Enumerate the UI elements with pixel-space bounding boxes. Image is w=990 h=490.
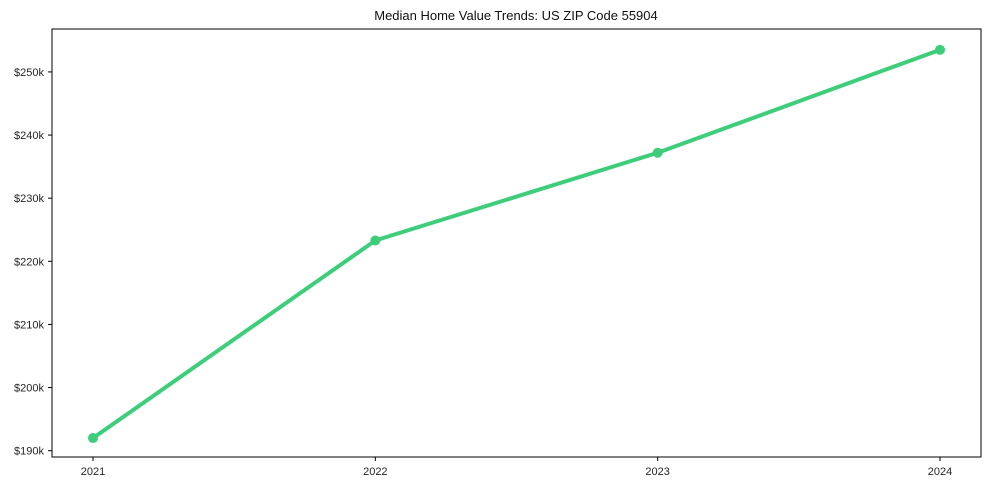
y-tick-label: $250k [14,67,44,79]
data-point-marker [88,433,98,444]
y-tick-label: $230k [14,193,44,205]
y-tick-label: $190k [14,446,44,458]
x-tick-label: 2024 [928,466,952,478]
trend-line [91,47,942,441]
y-tick-label: $240k [14,130,44,142]
plot-area: $190k $200k $210k $220k $230k $240k $250k 2021 2… [14,28,982,478]
data-point-marker [370,235,381,246]
x-tick-label: 2023 [645,466,669,478]
plot-border [51,28,982,458]
data-point-marker [652,147,663,158]
y-tick-label: $200k [14,383,44,395]
x-tick-label: 2021 [81,466,105,478]
data-point-marker [935,44,945,55]
x-tick-label: 2022 [363,466,387,478]
chart-title: Median Home Value Trends: US ZIP Code 55… [374,8,658,23]
y-tick-label: $210k [14,319,44,331]
y-tick-label: $220k [14,256,44,268]
